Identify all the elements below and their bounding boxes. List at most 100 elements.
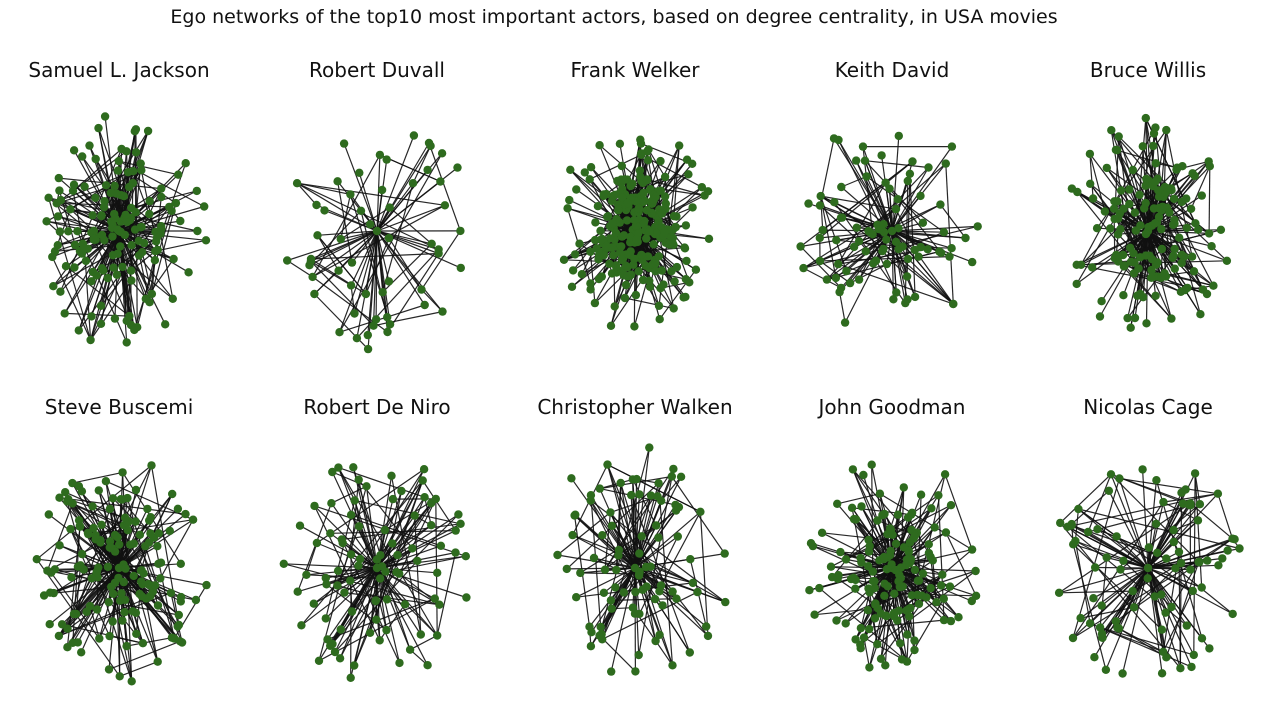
network-node xyxy=(630,254,639,264)
network-node xyxy=(688,578,698,588)
network-node xyxy=(108,251,118,260)
network-node xyxy=(634,650,643,660)
network-node xyxy=(595,251,604,260)
network-node xyxy=(115,540,124,549)
network-node xyxy=(366,220,375,229)
network-node xyxy=(1097,297,1106,306)
network-node xyxy=(292,179,302,188)
network-edge xyxy=(1194,473,1203,588)
network-node xyxy=(453,163,462,172)
network-node xyxy=(805,586,814,595)
network-node xyxy=(97,230,107,240)
network-node xyxy=(570,250,580,259)
network-edge xyxy=(647,149,666,178)
network-node xyxy=(1141,198,1150,208)
network-node xyxy=(815,233,824,243)
network-node xyxy=(865,624,874,634)
network-node xyxy=(1186,204,1196,213)
network-edge xyxy=(312,204,446,278)
network-edge xyxy=(1089,153,1106,212)
network-node xyxy=(50,565,60,574)
network-node xyxy=(856,553,865,563)
network-node xyxy=(120,608,129,617)
network-node xyxy=(418,476,427,485)
network-graph xyxy=(553,443,730,676)
network-node xyxy=(336,234,345,244)
network-node xyxy=(433,631,442,640)
network-edge xyxy=(287,230,378,262)
network-node xyxy=(60,309,69,318)
network-edge xyxy=(1072,567,1149,639)
network-node xyxy=(153,245,162,255)
network-node xyxy=(168,489,177,499)
network-node xyxy=(1142,174,1151,184)
network-node xyxy=(423,165,432,175)
network-node xyxy=(615,139,625,148)
network-node xyxy=(91,154,100,164)
network-node xyxy=(85,141,94,150)
network-node xyxy=(656,186,665,195)
network-edge xyxy=(1089,153,1094,199)
network-node xyxy=(836,283,846,293)
network-node xyxy=(70,263,79,272)
network-node xyxy=(903,254,913,264)
network-edge xyxy=(917,494,922,581)
network-node xyxy=(1149,141,1158,151)
network-node xyxy=(312,200,321,210)
network-edge xyxy=(296,182,351,195)
network-edge xyxy=(1072,543,1163,631)
network-node xyxy=(1197,634,1207,643)
network-node xyxy=(858,142,868,151)
network-node xyxy=(144,580,153,589)
network-node xyxy=(1218,554,1227,563)
network-node xyxy=(39,591,49,600)
network-edge xyxy=(350,230,378,286)
network-node xyxy=(314,656,324,665)
network-node xyxy=(361,289,371,299)
network-node xyxy=(1154,212,1164,222)
network-node xyxy=(1135,190,1144,199)
network-node xyxy=(116,242,125,251)
network-node xyxy=(1067,521,1076,530)
network-node xyxy=(928,556,937,565)
network-node xyxy=(826,562,836,571)
network-node xyxy=(631,667,640,676)
network-edge xyxy=(373,311,443,327)
network-edge xyxy=(338,153,443,333)
network-edge xyxy=(1208,166,1211,234)
network-node xyxy=(654,533,663,542)
network-edge xyxy=(906,616,910,662)
network-edge xyxy=(87,532,181,642)
network-node xyxy=(354,475,363,484)
network-edge xyxy=(1087,504,1191,533)
network-node xyxy=(816,191,825,201)
network-node xyxy=(1092,224,1102,233)
network-node xyxy=(1093,525,1102,534)
network-node xyxy=(1104,486,1114,495)
network-node xyxy=(118,468,127,477)
network-edge xyxy=(132,170,157,233)
network-node xyxy=(651,266,660,276)
network-edge xyxy=(51,256,92,341)
network-node xyxy=(932,598,941,607)
network-edge xyxy=(1118,478,1149,569)
network-node xyxy=(867,460,876,469)
network-node xyxy=(614,545,624,555)
network-node xyxy=(945,252,954,261)
network-edge xyxy=(1072,544,1107,670)
network-node xyxy=(326,529,335,538)
network-edge xyxy=(1071,490,1110,525)
network-node xyxy=(156,558,166,567)
network-edge xyxy=(837,139,885,233)
network-node xyxy=(833,499,842,508)
network-edge xyxy=(153,537,175,639)
network-edge xyxy=(904,180,909,304)
network-node xyxy=(1110,214,1119,224)
network-edge xyxy=(1087,474,1112,533)
network-node xyxy=(575,239,584,248)
network-node xyxy=(330,647,340,657)
network-node xyxy=(127,677,136,686)
network-node xyxy=(908,157,917,166)
network-node xyxy=(1182,194,1191,203)
network-edge xyxy=(309,210,362,266)
